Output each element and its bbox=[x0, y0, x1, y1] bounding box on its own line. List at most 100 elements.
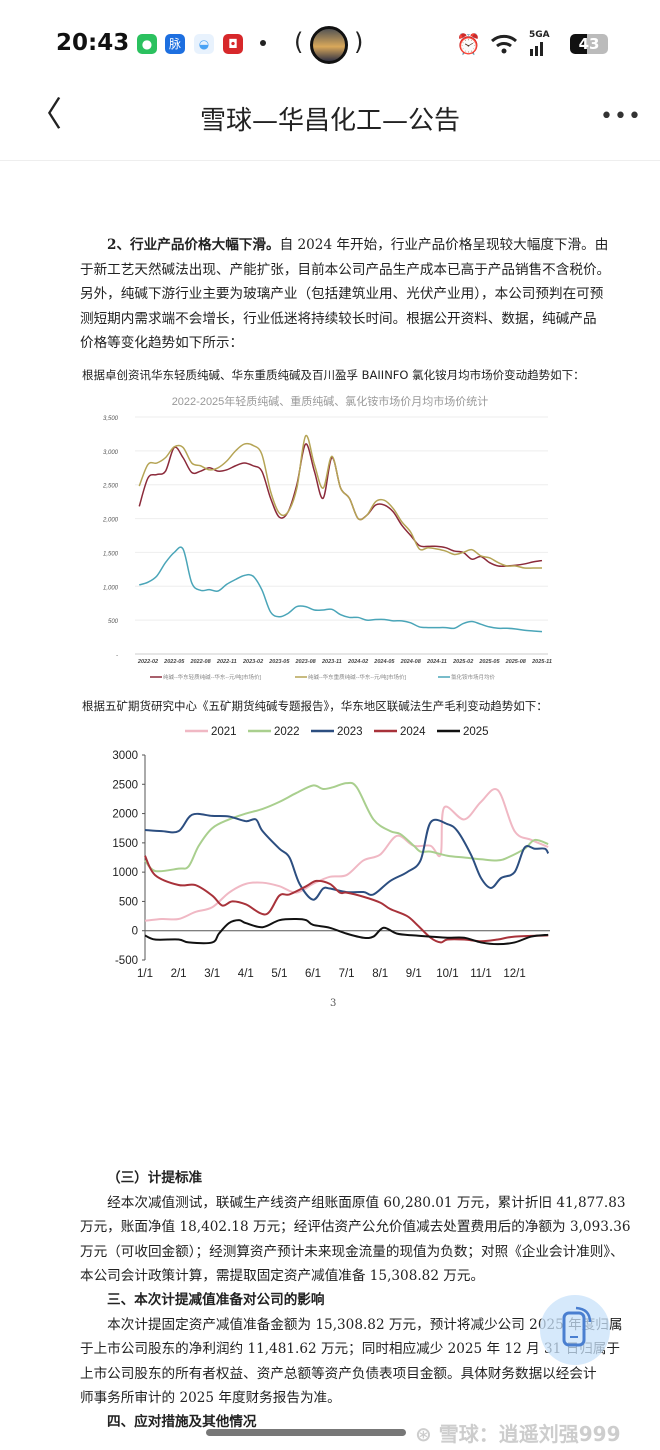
x-tick-label: 2022-11 bbox=[216, 659, 237, 665]
text-line: 万元，账面净值 18,402.18 万元；经评估资产公允价值减去处置费用后的净额… bbox=[80, 1219, 631, 1236]
app-red-icon: ◘ bbox=[223, 34, 243, 54]
y-tick-label: 1,500 bbox=[103, 551, 119, 557]
x-tick-label: 1/1 bbox=[137, 968, 153, 980]
status-bar: 20:43 ● 脉 ◒ ◘ ( ) ⏰ 5GA 43 bbox=[0, 0, 660, 80]
y-tick-label: 1000 bbox=[112, 867, 138, 879]
y-tick-label: 0 bbox=[132, 926, 138, 938]
y-tick-label: 2000 bbox=[112, 809, 138, 821]
x-tick-label: 2023-05 bbox=[268, 659, 290, 665]
chart-title: 2022-2025年轻质纯碱、重质纯碱、氯化铵市场价月均市场价统计 bbox=[172, 394, 489, 408]
legend-label: 2024 bbox=[400, 726, 426, 738]
text-line: 万元（可收回金额）；经测算资产预计未来现金流量的现值为负数；对照《企业会计准则》… bbox=[80, 1243, 624, 1260]
legend-label: 纯碱--华东重质纯碱--华东--元/吨[市场价] bbox=[308, 673, 407, 681]
more-icon: ••• bbox=[600, 104, 642, 129]
text-line: 经本次减值测试，联碱生产线资产组账面原值 60,280.01 万元，累计折旧 4… bbox=[80, 1195, 626, 1211]
chart1-caption: 根据卓创资讯华东轻质纯碱、华东重质纯碱及百川盈孚 BAIINFO 氯化铵月均市场… bbox=[82, 368, 585, 382]
x-tick-label: 2024-05 bbox=[373, 659, 395, 665]
home-indicator[interactable] bbox=[206, 1429, 406, 1436]
legend-label: 纯碱--华东轻质纯碱--华东--元/吨[市场价] bbox=[163, 673, 262, 681]
text-line: 于上市公司股东的净利润约 11,481.62 万元；同时相应减少 2025 年 … bbox=[80, 1341, 620, 1358]
legend-label: 2023 bbox=[337, 726, 363, 738]
page-title: 雪球—华昌化工—公告 bbox=[199, 106, 460, 136]
text-line: 于新工艺天然碱法出现、产能扩张，目前本公司产品生产成本已高于产品销售不含税价。 bbox=[80, 258, 610, 278]
series-line-1 bbox=[138, 434, 542, 569]
x-tick-label: 2024-11 bbox=[426, 659, 447, 665]
x-tick-label: 5/1 bbox=[271, 968, 287, 980]
x-tick-label: 2023-08 bbox=[295, 659, 317, 665]
line-text: 测短期内需求端不会增长，行业低迷将持续较长时间。根据公开资料、数据，纯碱产品 bbox=[80, 310, 597, 327]
x-tick-label: 2023-11 bbox=[321, 659, 342, 665]
battery-icon: 43 bbox=[570, 34, 608, 54]
text-line: 师事务所审计的 2025 年度财务报告为准。 bbox=[80, 1389, 341, 1406]
x-tick-label: 3/1 bbox=[204, 968, 220, 980]
price-trend-chart: 2022-2025年轻质纯碱、重质纯碱、氯化铵市场价月均市场价统计 3,500 3,… bbox=[102, 394, 552, 681]
phone-rotate-icon bbox=[562, 1306, 592, 1347]
series-line-2021 bbox=[144, 788, 549, 922]
dot-icon bbox=[260, 40, 266, 46]
paren-right: ) bbox=[354, 28, 364, 56]
series-line-2022 bbox=[144, 781, 549, 873]
y-tick-label: 1,000 bbox=[103, 585, 119, 591]
line-text: 于新工艺天然碱法出现、产能扩张，目前本公司产品生产成本已高于产品销售不含税价。 bbox=[80, 261, 611, 278]
x-tick-label: 7/1 bbox=[339, 968, 355, 980]
alarm-icon: ⏰ bbox=[456, 32, 481, 56]
y-tick-label: 500 bbox=[108, 619, 119, 625]
x-tick-label: 2025-08 bbox=[505, 659, 527, 665]
y-tick-label: 3,500 bbox=[103, 416, 119, 422]
x-tick-label: 2024-02 bbox=[347, 659, 368, 665]
x-tick-label: 2025-05 bbox=[478, 659, 500, 665]
y-tick-label: 2500 bbox=[112, 779, 138, 791]
maimai-icon: 脉 bbox=[165, 34, 185, 54]
series-line-2023 bbox=[144, 812, 550, 901]
y-tick-label: 2,000 bbox=[102, 518, 119, 524]
page-number: 3 bbox=[330, 998, 337, 1009]
x-tick-label: 9/1 bbox=[406, 968, 422, 980]
bold-lead: 2、行业产品价格大幅下滑。 bbox=[107, 237, 280, 253]
x-tick-label: 10/1 bbox=[436, 968, 458, 980]
x-tick-label: 6/1 bbox=[305, 968, 321, 980]
x-tick-label: 11/1 bbox=[470, 968, 492, 980]
section-heading: 四、应对措施及其他情况 bbox=[107, 1414, 257, 1430]
watermark-text: 雪球：逍遥刘强999 bbox=[438, 1422, 621, 1446]
nav-divider bbox=[0, 160, 660, 161]
x-tick-label: 2023-02 bbox=[242, 659, 263, 665]
x-tick-label: 2025-02 bbox=[452, 659, 473, 665]
live-activity-avatar[interactable] bbox=[310, 26, 348, 64]
y-tick-label: 500 bbox=[119, 896, 138, 908]
y-tick-label: - bbox=[116, 653, 118, 659]
y-tick-label: 3,000 bbox=[103, 450, 119, 456]
status-time: 20:43 bbox=[56, 30, 130, 56]
watermark: ⊛ 雪球：逍遥刘强999 bbox=[415, 1418, 620, 1447]
float-rotate-button[interactable] bbox=[540, 1295, 610, 1365]
section-heading: （三）计提标准 bbox=[107, 1170, 203, 1186]
x-tick-label: 2022-05 bbox=[163, 659, 185, 665]
x-tick-label: 2022-02 bbox=[137, 659, 158, 665]
x-tick-label: 4/1 bbox=[238, 968, 254, 980]
y-tick-label: 1500 bbox=[112, 838, 138, 850]
text-line: 价格等变化趋势如下所示： bbox=[80, 331, 243, 351]
back-button[interactable]: 〈 bbox=[28, 98, 62, 132]
paren-left: ( bbox=[294, 28, 304, 56]
signal-icon bbox=[530, 42, 543, 56]
xueqiu-logo-icon: ⊛ bbox=[415, 1422, 439, 1446]
line-text: 自 2024 年开始，行业产品价格呈现较大幅度下滑。由 bbox=[279, 237, 609, 253]
series-line-2025 bbox=[144, 917, 549, 946]
series-line-2 bbox=[139, 546, 543, 633]
wechat-icon: ● bbox=[137, 34, 157, 54]
text-line: 上市公司股东的所有者权益、资产总额等资产负债表项目金额。具体财务数据以经会计 bbox=[80, 1365, 597, 1382]
text-line: 2、行业产品价格大幅下滑。自 2024 年开始，行业产品价格呈现较大幅度下滑。由 bbox=[107, 233, 608, 253]
line-text: 另外，纯碱下游行业主要为玻璃产业（包括建筑业用、光伏产业用），本公司预判在可预 bbox=[80, 286, 604, 302]
x-tick-label: 2/1 bbox=[171, 968, 187, 980]
legend-label: 氯化铵市场月均价 bbox=[451, 673, 496, 681]
browser-icon: ◒ bbox=[194, 34, 214, 54]
text-line: 测短期内需求端不会增长，行业低迷将持续较长时间。根据公开资料、数据，纯碱产品 bbox=[80, 307, 597, 327]
section-heading: 三、本次计提减值准备对公司的影响 bbox=[107, 1292, 325, 1308]
chart2-caption: 根据五矿期货研究中心《五矿期货纯碱专题报告》，华东地区联碱法生产毛利变动趋势如下… bbox=[82, 699, 548, 713]
x-tick-label: 2022-08 bbox=[189, 659, 211, 665]
x-tick-label: 2025-11 bbox=[531, 659, 552, 665]
more-button[interactable]: ••• bbox=[600, 104, 642, 129]
y-tick-label: 2,500 bbox=[102, 484, 119, 490]
y-tick-label: -500 bbox=[115, 955, 138, 967]
text-line: 另外，纯碱下游行业主要为玻璃产业（包括建筑业用、光伏产业用），本公司预判在可预 bbox=[80, 282, 603, 302]
